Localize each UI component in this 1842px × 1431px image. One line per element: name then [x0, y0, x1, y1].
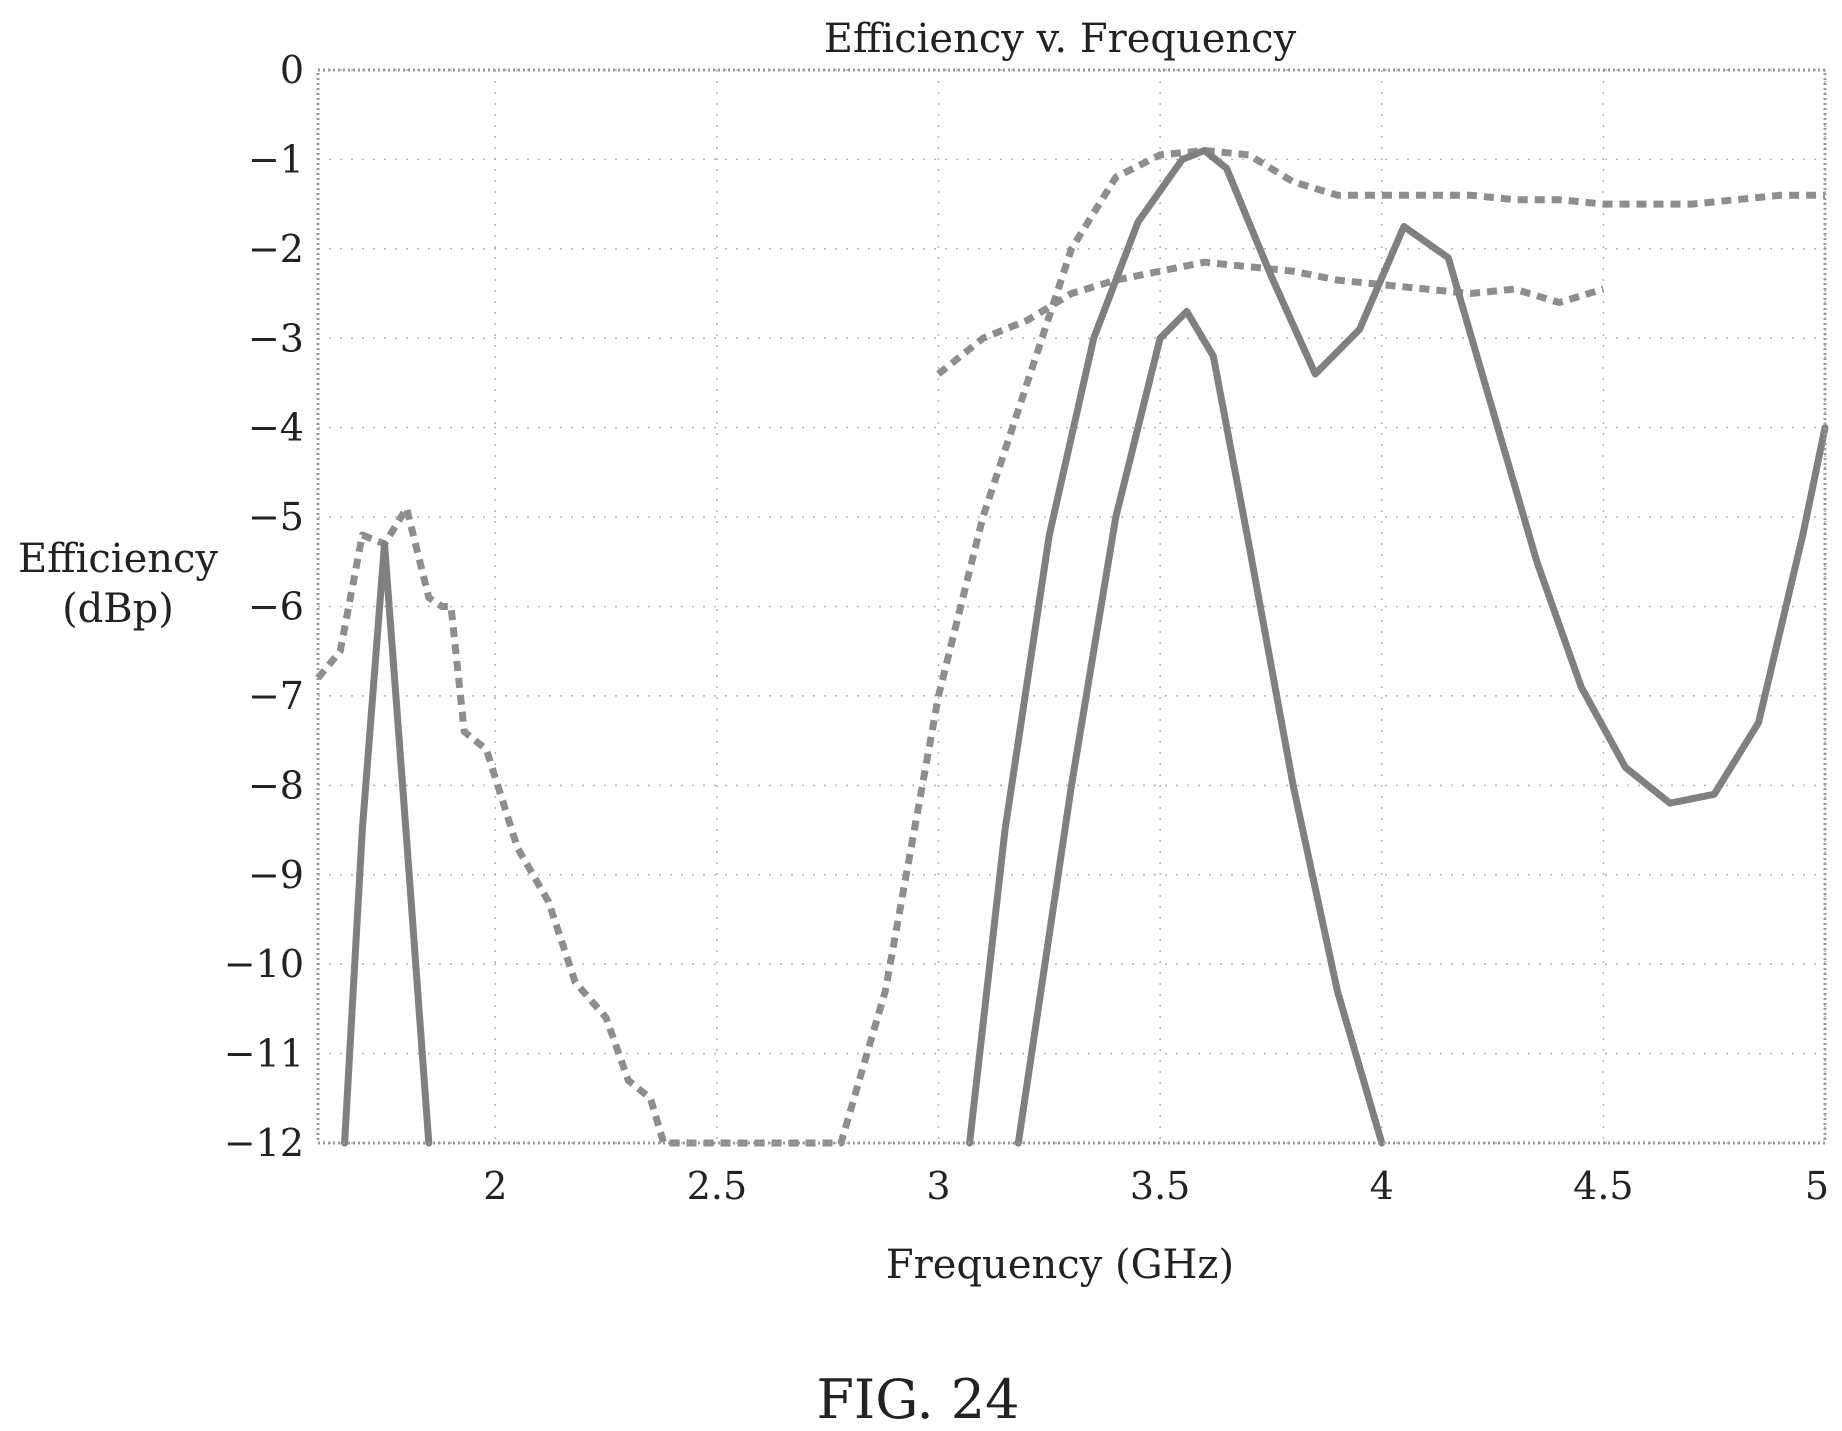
- y-tick-label: −4: [248, 406, 304, 450]
- y-axis-label-line-1: Efficiency: [18, 536, 218, 582]
- series-line-5: [1014, 307, 1386, 1147]
- y-tick-label: −1: [248, 137, 304, 181]
- y-axis-label-line-2: (dBp): [62, 586, 174, 632]
- y-tick-label: −10: [224, 942, 304, 986]
- x-tick-label: 2: [483, 1164, 507, 1208]
- series-line-1: [315, 147, 1825, 1147]
- x-tick-label: 5: [1805, 1164, 1829, 1208]
- x-axis-ticks: 2 2.5 3 3.5 4 4.5 5: [483, 1164, 1829, 1208]
- y-tick-label: −2: [248, 227, 304, 271]
- x-tick-label: 4.5: [1573, 1164, 1633, 1208]
- y-tick-label: −3: [248, 316, 304, 360]
- x-tick-label: 3: [926, 1164, 950, 1208]
- y-tick-label: −9: [248, 853, 304, 897]
- y-tick-label: −12: [224, 1121, 304, 1165]
- series-line-4: [966, 147, 1829, 1147]
- y-tick-label: −7: [248, 674, 304, 718]
- chart-title: Efficiency v. Frequency: [824, 16, 1297, 62]
- x-tick-label: 2.5: [687, 1164, 747, 1208]
- x-tick-label: 4: [1370, 1164, 1394, 1208]
- y-tick-label: −11: [224, 1032, 304, 1076]
- grid: [318, 69, 1826, 1144]
- figure-caption: FIG. 24: [816, 1368, 1019, 1431]
- y-tick-label: −8: [248, 763, 304, 807]
- y-tick-label: −5: [248, 495, 304, 539]
- plot-frame: [316, 68, 1827, 1145]
- y-tick-label: −6: [248, 585, 304, 629]
- series-group: [315, 147, 1829, 1147]
- y-tick-label: 0: [280, 48, 304, 92]
- x-tick-label: 3.5: [1130, 1164, 1190, 1208]
- series-line-3: [341, 540, 433, 1147]
- x-axis-label: Frequency (GHz): [886, 1242, 1234, 1288]
- y-axis-ticks: 0 −1 −2 −3 −4 −5 −6 −7 −8 −9 −10 −11 −12: [224, 48, 304, 1165]
